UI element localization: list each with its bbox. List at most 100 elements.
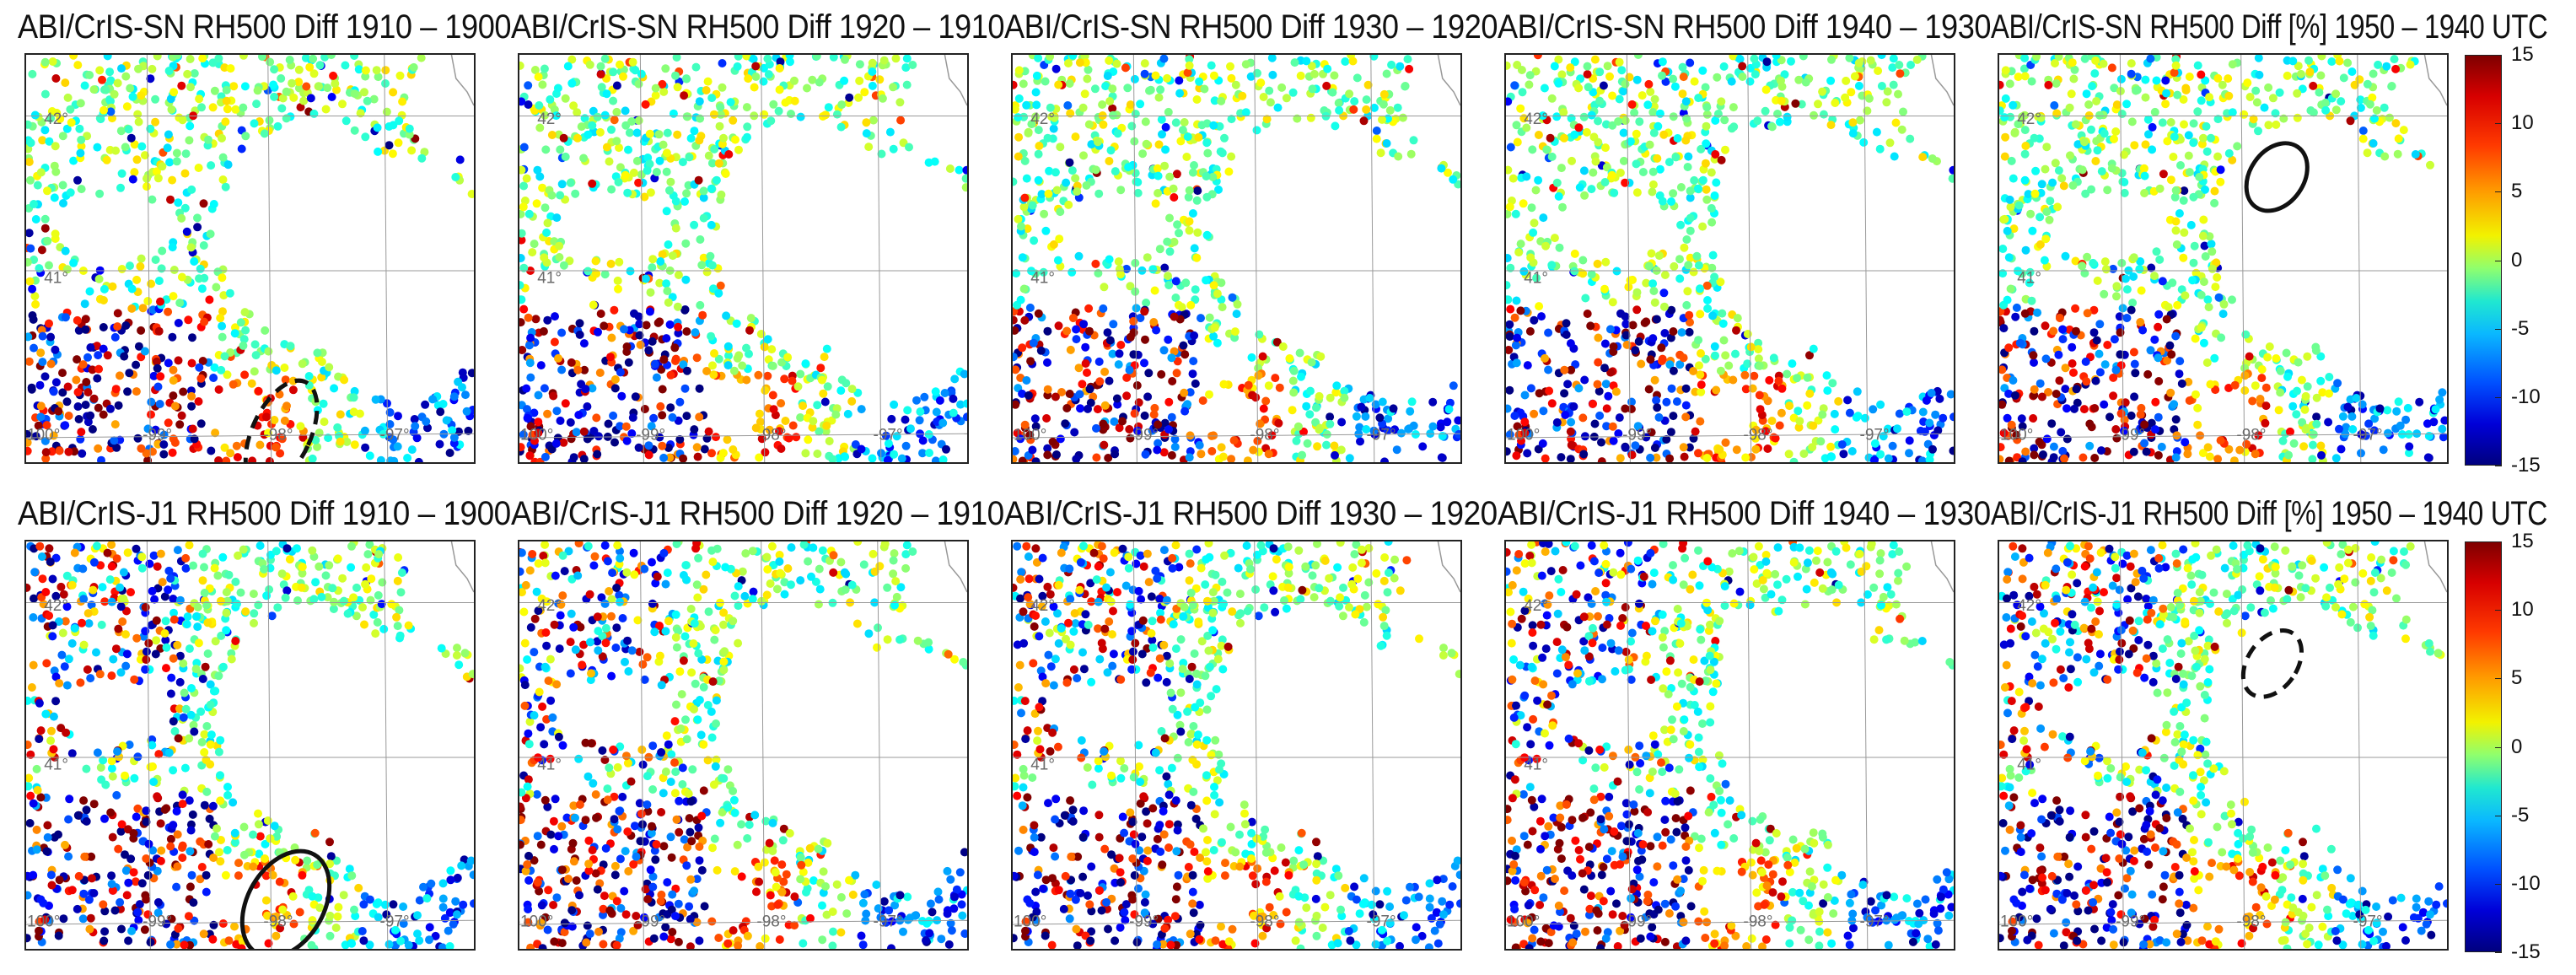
panel-title: ABI/CrIS-SN RH500 Diff [%] 1950 – 1940 U… bbox=[1991, 8, 2548, 46]
annotation-ellipse bbox=[2240, 628, 2304, 699]
panel-title: ABI/CrIS-SN RH500 Diff 1910 – 1900 bbox=[18, 8, 512, 46]
graticule bbox=[1999, 55, 2447, 462]
scatter-plot: 42° 41° -100° -99° -98° -97° bbox=[519, 541, 967, 949]
colorbar-tick-label: 10 bbox=[2511, 111, 2534, 135]
colorbar-tick-mark bbox=[2495, 610, 2502, 611]
panel-title: ABI/CrIS-SN RH500 Diff 1930 – 1920 bbox=[1004, 8, 1498, 46]
colorbar-tick-label: -5 bbox=[2511, 316, 2530, 340]
graticule-label: 42° bbox=[44, 597, 68, 615]
graticule-label: 42° bbox=[1030, 597, 1055, 615]
graticule-label: -99° bbox=[636, 913, 665, 930]
scatter-plot: 42° 41° -100° -99° -98° -97° bbox=[1013, 541, 1460, 949]
graticule-label: -97° bbox=[1367, 913, 1396, 930]
data-points bbox=[1999, 541, 2447, 949]
scatter-plot: 42° 41° -100° -99° -98° -97° bbox=[1506, 55, 1954, 462]
panel-title: ABI/CrIS-J1 RH500 Diff [%] 1950 – 1940 U… bbox=[1991, 495, 2547, 532]
scatter-plot: 42° 41° -100° -99° -98° -97° bbox=[1506, 541, 1954, 949]
map-panel: 42° 41° -100° -99° -98° -97° bbox=[518, 53, 969, 464]
graticule-label: 41° bbox=[44, 757, 68, 774]
graticule-label: 41° bbox=[44, 270, 68, 288]
graticule-label: -100° bbox=[1999, 913, 2033, 930]
colorbar-tick-label: -10 bbox=[2511, 385, 2541, 408]
data-points bbox=[26, 541, 474, 949]
panel-title: ABI/CrIS-J1 RH500 Diff 1930 – 1920 bbox=[1004, 495, 1498, 532]
graticule-label: -97° bbox=[1860, 426, 1890, 444]
scatter-plot: 42° 41° -100° -99° -98° -97° bbox=[26, 55, 474, 462]
graticule-label: -97° bbox=[874, 426, 903, 444]
map-panel: 42° 41° -100° -99° -98° -97° bbox=[1011, 540, 1462, 951]
colorbar-tick-label: 5 bbox=[2511, 666, 2523, 690]
data-points bbox=[1999, 55, 2447, 462]
graticule-label: -98° bbox=[1250, 426, 1279, 444]
graticule-label: -97° bbox=[380, 913, 410, 930]
map-panel: 42° 41° -100° -99° -98° -97° bbox=[1998, 53, 2449, 464]
graticule-label: -100° bbox=[1013, 426, 1046, 444]
scatter-plot: 42° 41° -100° -99° -98° -97° bbox=[1999, 541, 2447, 949]
graticule-label: -98° bbox=[756, 913, 786, 930]
graticule-label: 41° bbox=[537, 270, 562, 288]
map-panel: 42° 41° -100° -99° -98° -97° bbox=[1504, 53, 1955, 464]
graticule-label: -100° bbox=[26, 913, 60, 930]
graticule-label: -97° bbox=[874, 913, 903, 930]
graticule-label: -100° bbox=[1506, 913, 1540, 930]
graticule-label: 42° bbox=[1524, 597, 1548, 615]
panel-title: ABI/CrIS-SN RH500 Diff 1920 – 1910 bbox=[511, 8, 1005, 46]
graticule-label: -99° bbox=[2116, 426, 2145, 444]
graticule-label: 41° bbox=[2017, 270, 2041, 288]
graticule bbox=[1506, 541, 1954, 949]
graticule-label: -97° bbox=[2353, 913, 2383, 930]
graticule-label: 42° bbox=[537, 110, 562, 128]
colorbar-tick-label: 0 bbox=[2511, 248, 2523, 272]
graticule-label: 42° bbox=[2017, 597, 2041, 615]
colorbar-tick-mark bbox=[2495, 746, 2502, 748]
graticule-label: 41° bbox=[1030, 270, 1055, 288]
colorbar-tick-mark bbox=[2495, 328, 2502, 330]
scatter-plot: 42° 41° -100° -99° -98° -97° bbox=[519, 55, 967, 462]
colorbar-tick-label: 0 bbox=[2511, 735, 2523, 758]
map-panel: 42° 41° -100° -99° -98° -97° bbox=[24, 53, 476, 464]
graticule-label: -99° bbox=[1129, 913, 1159, 930]
map-panel: 42° 41° -100° -99° -98° -97° bbox=[1011, 53, 1462, 464]
graticule-label: -100° bbox=[1999, 426, 2033, 444]
panel-title: ABI/CrIS-J1 RH500 Diff 1920 – 1910 bbox=[511, 495, 1004, 532]
graticule-label: 41° bbox=[2017, 757, 2041, 774]
graticule-label: -98° bbox=[1743, 426, 1772, 444]
colorbar-tick-label: 10 bbox=[2511, 598, 2534, 622]
colorbar-tick-mark bbox=[2495, 191, 2502, 193]
data-points bbox=[26, 55, 474, 462]
graticule bbox=[26, 541, 474, 949]
map-panel: 42° 41° -100° -99° -98° -97° bbox=[1504, 540, 1955, 951]
colorbar-tick-mark bbox=[2495, 952, 2502, 953]
graticule-label: 42° bbox=[2017, 110, 2041, 128]
graticule-label: -99° bbox=[1622, 426, 1652, 444]
scatter-plot: 42° 41° -100° -99° -98° -97° bbox=[1013, 55, 1460, 462]
graticule-label: 42° bbox=[1030, 110, 1055, 128]
graticule-label: 42° bbox=[44, 110, 68, 128]
graticule-label: 42° bbox=[1524, 110, 1548, 128]
graticule-label: -98° bbox=[263, 426, 293, 444]
graticule-label: -99° bbox=[1129, 426, 1159, 444]
data-points bbox=[519, 55, 967, 462]
map-panel: 42° 41° -100° -99° -98° -97° bbox=[1998, 540, 2449, 951]
panel-title: ABI/CrIS-SN RH500 Diff 1940 – 1930 bbox=[1498, 8, 1992, 46]
map-panel: 42° 41° -100° -99° -98° -97° bbox=[518, 540, 969, 951]
annotation-ellipse bbox=[2244, 141, 2310, 213]
scatter-plot: 42° 41° -100° -99° -98° -97° bbox=[1999, 55, 2447, 462]
graticule-label: -99° bbox=[143, 913, 172, 930]
data-points bbox=[519, 541, 967, 949]
graticule-label: -100° bbox=[519, 426, 553, 444]
graticule-label: -97° bbox=[1367, 426, 1396, 444]
graticule-label: 41° bbox=[1030, 757, 1055, 774]
panel-title: ABI/CrIS-J1 RH500 Diff 1940 – 1930 bbox=[1498, 495, 1991, 532]
annotation-ellipse bbox=[239, 848, 332, 949]
graticule-label: 41° bbox=[537, 757, 562, 774]
data-points bbox=[1506, 541, 1954, 949]
graticule bbox=[519, 541, 967, 949]
graticule bbox=[1013, 541, 1460, 949]
graticule-label: 42° bbox=[537, 597, 562, 615]
scatter-plot: 42° 41° -100° -99° -98° -97° bbox=[26, 541, 474, 949]
colorbar-tick-label: 15 bbox=[2511, 43, 2534, 66]
panel-title: ABI/CrIS-J1 RH500 Diff 1910 – 1900 bbox=[18, 495, 511, 532]
colorbar-tick-mark bbox=[2495, 123, 2502, 125]
graticule-label: -98° bbox=[756, 426, 786, 444]
